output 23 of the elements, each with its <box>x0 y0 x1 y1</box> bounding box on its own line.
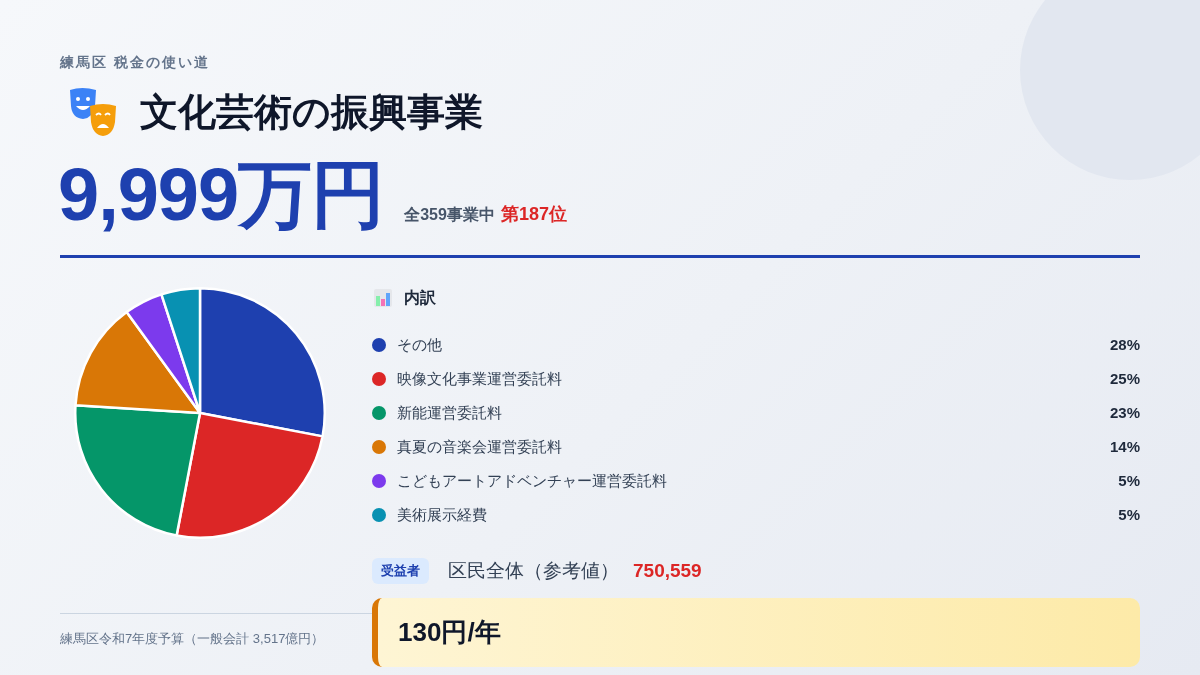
legend-label: 新能運営委託料 <box>397 403 502 423</box>
data-label: 5% <box>1118 471 1140 491</box>
text: 750,559 <box>633 559 702 583</box>
text: 練馬区令和7年度予算（一般会計 3,517億円） <box>60 630 325 648</box>
text: 全359事業中 <box>404 205 495 225</box>
badge: 受益者 <box>372 558 429 584</box>
data-label: 25% <box>1109 369 1140 389</box>
data-label: 5% <box>1118 505 1140 525</box>
legend-label: 美術展示経費 <box>397 505 487 525</box>
chart-title: 文化芸術の振興事業 <box>140 90 483 135</box>
legend-label: こどもアートアドベンチャー運営委託料 <box>397 471 667 491</box>
legend-label: 真夏の音楽会運営委託料 <box>397 437 562 457</box>
legend-label: その他 <box>397 335 442 355</box>
data-label: 28% <box>1109 335 1140 355</box>
data-label: 23% <box>1109 403 1140 423</box>
text: 第187位 <box>500 203 567 226</box>
chart-subtitle: 練馬区 税金の使い道 <box>60 53 210 72</box>
text: 区民全体（参考値） <box>448 559 619 583</box>
legend-title: 内訳 <box>404 288 436 308</box>
text: 9,999万円 <box>58 152 385 238</box>
legend-label: 映像文化事業運営委託料 <box>397 369 562 389</box>
text: 130円/年 <box>398 616 501 648</box>
data-label: 14% <box>1109 437 1140 457</box>
